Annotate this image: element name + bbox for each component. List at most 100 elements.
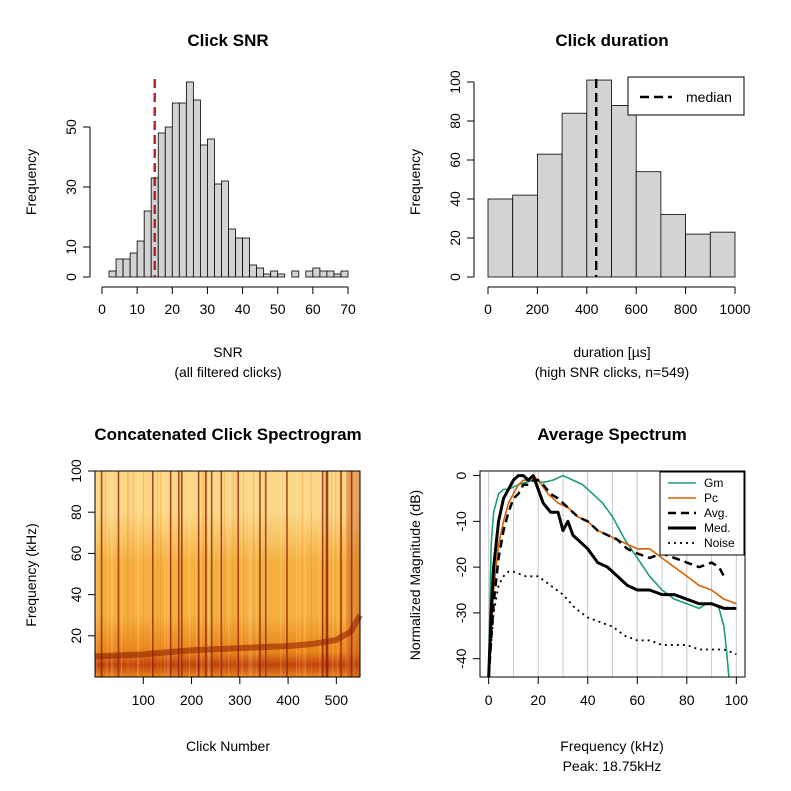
spectrogram-texture bbox=[249, 471, 251, 677]
x-tick-label: 30 bbox=[200, 301, 216, 317]
snr-xlabel-sub: (all filtered clicks) bbox=[174, 364, 281, 380]
y-tick-label: 80 bbox=[68, 504, 84, 520]
spectrogram-texture bbox=[168, 471, 170, 677]
spectrogram-texture bbox=[310, 471, 312, 677]
histogram-bar bbox=[487, 198, 514, 278]
x-tick-label: 1000 bbox=[719, 301, 750, 317]
duration-title: Click duration bbox=[555, 31, 668, 50]
x-tick-label: 60 bbox=[305, 301, 321, 317]
spectrogram-texture bbox=[335, 471, 337, 677]
y-tick-label: 10 bbox=[63, 239, 79, 255]
spectrogram-texture bbox=[235, 471, 237, 677]
spectrogram-title: Concatenated Click Spectrogram bbox=[94, 425, 361, 444]
histogram-bar bbox=[660, 214, 687, 278]
snr-xlabel: SNR bbox=[213, 344, 243, 360]
spectrogram-texture bbox=[241, 471, 243, 677]
spectrogram-texture bbox=[196, 471, 198, 677]
histogram-bar bbox=[291, 270, 300, 278]
x-tick-label: 40 bbox=[235, 301, 251, 317]
spectrogram-texture bbox=[304, 471, 306, 677]
histogram-bar bbox=[249, 264, 258, 278]
spectrogram-texture bbox=[132, 471, 134, 677]
spectrogram-texture bbox=[346, 471, 348, 677]
spectrogram-dark-column bbox=[210, 471, 213, 677]
spectrogram-texture bbox=[296, 471, 298, 677]
spectrogram-ylabel: Frequency (kHz) bbox=[23, 523, 39, 626]
x-tick-label: 40 bbox=[580, 692, 596, 708]
spectrogram-texture bbox=[105, 471, 107, 677]
average-spectrum-panel: Average Spectrum Frequency (kHz) Peak: 1… bbox=[407, 425, 748, 774]
spectrogram-texture bbox=[167, 471, 169, 677]
histogram-bar bbox=[122, 258, 131, 278]
histogram-bar bbox=[164, 126, 173, 278]
series-line-avg bbox=[487, 478, 726, 678]
histogram-bar bbox=[192, 99, 201, 278]
spectrogram-dark-column bbox=[100, 471, 103, 677]
legend-label: Med. bbox=[704, 521, 731, 535]
spectrogram-texture bbox=[232, 471, 234, 677]
spectrum-xlabel-sub: Peak: 18.75kHz bbox=[563, 758, 662, 774]
spectrum-ylabel: Normalized Magnitude (dB) bbox=[407, 490, 423, 660]
y-tick-label: -20 bbox=[453, 557, 469, 577]
spectrogram-texture bbox=[136, 471, 138, 677]
series-line-noise bbox=[487, 570, 737, 678]
histogram-bar bbox=[277, 273, 286, 278]
x-tick-label: 300 bbox=[228, 692, 252, 708]
spectrogram-panel: Concatenated Click Spectrogram Click Num… bbox=[23, 425, 363, 754]
spectrogram-texture bbox=[142, 471, 144, 677]
y-tick-label: 40 bbox=[68, 587, 84, 603]
y-tick-label: 50 bbox=[63, 119, 79, 135]
snr-title: Click SNR bbox=[187, 31, 268, 50]
histogram-bar bbox=[709, 231, 736, 278]
histogram-bar bbox=[270, 270, 279, 278]
x-tick-label: 800 bbox=[674, 301, 698, 317]
histogram-bar bbox=[256, 267, 265, 278]
histogram-bar bbox=[319, 270, 328, 278]
histogram-bar bbox=[305, 270, 314, 278]
spectrogram-texture bbox=[332, 471, 334, 677]
spectrogram-dark-column bbox=[264, 471, 267, 677]
plot-frame bbox=[94, 470, 361, 678]
histogram-bar bbox=[157, 132, 166, 278]
spectrogram-texture bbox=[164, 471, 166, 677]
histogram-bar bbox=[228, 228, 236, 278]
histogram-bar bbox=[178, 102, 187, 278]
duration-xlabel: duration [µs] bbox=[573, 344, 650, 360]
spectrogram-texture bbox=[242, 471, 244, 677]
spectrogram-dark-column bbox=[151, 471, 154, 677]
spectrogram-texture bbox=[219, 471, 221, 677]
spectrogram-texture bbox=[189, 471, 191, 677]
y-tick-label: 100 bbox=[68, 459, 84, 483]
duration-histogram-panel: Click duration duration [µs] (high SNR c… bbox=[407, 31, 751, 380]
spectrogram-texture bbox=[352, 471, 354, 677]
spectrogram-xlabel: Click Number bbox=[186, 738, 270, 754]
spectrogram-texture bbox=[336, 471, 338, 677]
histogram-bar bbox=[143, 210, 152, 278]
y-tick-label: 30 bbox=[63, 179, 79, 195]
spectrogram-texture bbox=[251, 471, 253, 677]
x-tick-label: 400 bbox=[575, 301, 599, 317]
histogram-bar bbox=[340, 270, 349, 278]
histogram-bar bbox=[221, 180, 229, 278]
duration-ylabel: Frequency bbox=[407, 149, 423, 215]
histogram-bar bbox=[635, 171, 662, 278]
x-tick-label: 0 bbox=[98, 301, 106, 317]
spectrogram-texture bbox=[200, 471, 202, 677]
histogram-bar bbox=[129, 252, 138, 278]
histogram-bar bbox=[108, 270, 117, 278]
y-tick-label: 0 bbox=[63, 273, 79, 281]
histogram-bar bbox=[512, 194, 538, 278]
x-tick-label: 200 bbox=[180, 692, 204, 708]
spectrogram-texture bbox=[248, 471, 250, 677]
spectrogram-texture bbox=[202, 471, 204, 677]
spectrogram-texture bbox=[138, 471, 140, 677]
plot-frame bbox=[479, 470, 746, 678]
duration-xlabel-sub: (high SNR clicks, n=549) bbox=[535, 364, 689, 380]
snr-histogram-panel: Click SNR SNR (all filtered clicks) Freq… bbox=[23, 31, 356, 380]
legend-median-label: median bbox=[686, 89, 732, 105]
spectrogram-texture bbox=[299, 471, 301, 677]
x-tick-label: 400 bbox=[276, 692, 300, 708]
spectrogram-dark-column bbox=[326, 471, 329, 677]
spectrogram-texture bbox=[255, 471, 257, 677]
x-tick-label: 60 bbox=[629, 692, 645, 708]
